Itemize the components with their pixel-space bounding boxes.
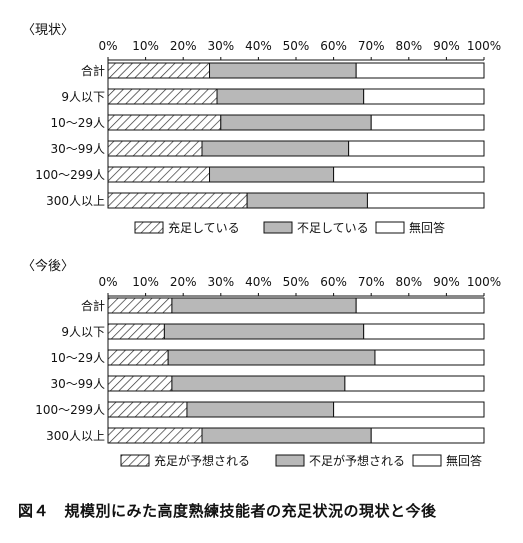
x-tick-label: 50% — [283, 275, 310, 289]
bar-segment — [107, 349, 169, 366]
x-tick-label: 60% — [320, 275, 347, 289]
bar-segment — [201, 427, 372, 444]
bar-segment — [209, 62, 357, 79]
x-tick-label: 60% — [320, 39, 347, 53]
x-tick-label: 70% — [358, 275, 385, 289]
x-tick-label: 80% — [395, 275, 422, 289]
category-label: 9人以下 — [61, 90, 105, 104]
chart-title: 〈現状〉 — [22, 23, 74, 38]
x-tick-label: 40% — [245, 39, 272, 53]
x-tick-label: 70% — [358, 39, 385, 53]
x-tick-label: 90% — [433, 39, 460, 53]
bar-segment — [107, 401, 188, 418]
x-tick-label: 0% — [98, 275, 117, 289]
bar-segment — [363, 323, 485, 340]
legend-swatch — [120, 454, 150, 467]
legend-swatch — [263, 221, 293, 234]
bar-segment — [355, 62, 485, 79]
bar-segment — [355, 297, 485, 314]
bar-segment — [344, 375, 485, 392]
category-label: 30〜99人 — [50, 377, 105, 391]
category-label: 30〜99人 — [50, 142, 105, 156]
bar-segment — [363, 88, 485, 105]
bar-segment — [107, 375, 173, 392]
legend-label: 無回答 — [409, 220, 445, 235]
bar-segment — [333, 166, 485, 183]
bar-segment — [246, 192, 368, 209]
bar-segment — [370, 427, 485, 444]
bar-segment — [107, 62, 211, 79]
x-tick-label: 40% — [245, 275, 272, 289]
bar-segment — [107, 166, 211, 183]
bar-segment — [220, 114, 372, 131]
x-tick-label: 80% — [395, 39, 422, 53]
bar-segment — [171, 375, 346, 392]
bar-segment — [163, 323, 365, 340]
legend-label: 充足している — [168, 220, 240, 235]
legend-label: 不足している — [297, 221, 369, 235]
legend-label: 充足が予想される — [154, 453, 250, 468]
chart-panel-1: 〈現状〉 0% 10% 20% 30% 40% 50% 60% 70% 80% 90% 100% 合計 9… — [22, 23, 501, 235]
category-label: 300人以上 — [46, 194, 105, 208]
bar-segment — [216, 88, 365, 105]
x-tick-label: 20% — [170, 39, 197, 53]
x-tick-label: 90% — [433, 275, 460, 289]
x-tick-label: 30% — [207, 275, 234, 289]
bar-segment — [107, 192, 248, 209]
category-label: 10〜29人 — [50, 116, 105, 130]
legend-swatch — [134, 221, 164, 234]
x-tick-label: 30% — [207, 39, 234, 53]
bar-segment — [107, 114, 222, 131]
legend-label: 無回答 — [446, 453, 482, 468]
category-label: 合計 — [81, 298, 105, 313]
category-label: 100〜299人 — [35, 168, 105, 182]
category-label: 合計 — [81, 63, 105, 78]
bar-segment — [374, 349, 485, 366]
legend-label: 不足が予想される — [309, 453, 405, 468]
bar-segment — [186, 401, 335, 418]
category-label: 100〜299人 — [35, 403, 105, 417]
category-label: 10〜29人 — [50, 351, 105, 365]
bar-segment — [167, 349, 376, 366]
chart-panel-2: 〈今後〉 0% 10% 20% 30% 40% 50% 60% 70% 80% 90% 100% 合計 9… — [22, 258, 501, 468]
x-tick-label: 10% — [132, 275, 159, 289]
bar-segment — [348, 140, 485, 157]
bar-segment — [370, 114, 485, 131]
bar-segment — [107, 297, 173, 314]
x-tick-label: 100% — [467, 39, 501, 53]
x-tick-label: 10% — [132, 39, 159, 53]
legend-swatch — [375, 221, 405, 234]
bar-segment — [333, 401, 485, 418]
legend-swatch — [412, 454, 442, 467]
chart-title: 〈今後〉 — [22, 258, 74, 274]
bar-segment — [366, 192, 485, 209]
bar-segment — [209, 166, 335, 183]
category-label: 300人以上 — [46, 429, 105, 443]
legend-swatch — [275, 454, 305, 467]
bar-segment — [171, 297, 357, 314]
bar-segment — [201, 140, 350, 157]
x-tick-label: 50% — [283, 39, 310, 53]
bar-segment — [107, 323, 165, 340]
x-tick-label: 0% — [98, 39, 117, 53]
x-tick-label: 20% — [170, 275, 197, 289]
category-label: 9人以下 — [61, 325, 105, 339]
bar-segment — [107, 427, 203, 444]
bar-segment — [107, 88, 218, 105]
figure-caption: 図４ 規模別にみた高度熟練技能者の充足状況の現状と今後 — [18, 502, 437, 520]
bar-segment — [107, 140, 203, 157]
x-tick-label: 100% — [467, 275, 501, 289]
